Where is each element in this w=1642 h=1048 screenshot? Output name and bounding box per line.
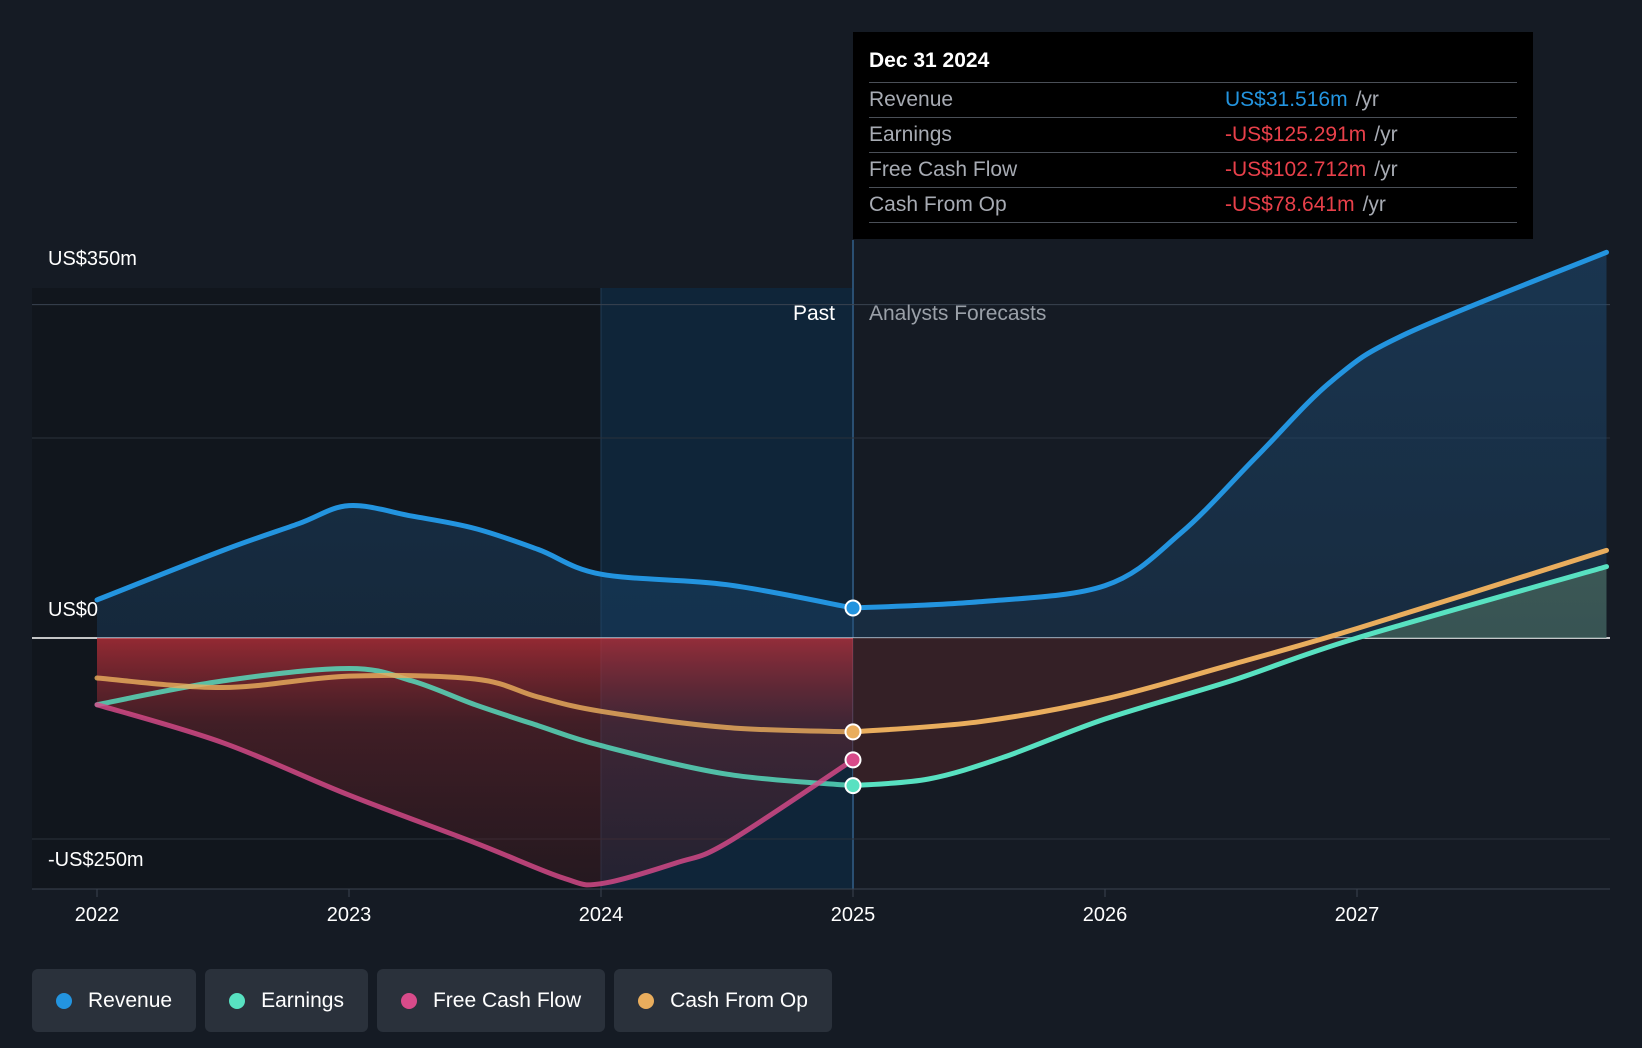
tooltip-row-value: -US$78.641m [1225, 193, 1355, 216]
tooltip-row-unit: /yr [1374, 123, 1398, 146]
legend-label: Free Cash Flow [432, 988, 582, 1012]
legend-item-earnings[interactable]: Earnings [205, 969, 368, 1032]
earnings-marker[interactable] [844, 777, 862, 795]
cash-from-op-marker[interactable] [844, 723, 862, 741]
revenue-forecast-line [850, 249, 1609, 611]
legend-item-free-cash-flow[interactable]: Free Cash Flow [376, 969, 606, 1032]
legend-dot-icon [56, 992, 72, 1009]
tooltip-row-name: Free Cash Flow [869, 158, 1018, 181]
tooltip-row: Free Cash Flow -US$102.712m/yr [869, 152, 1517, 187]
tooltip-row-name: Earnings [869, 123, 952, 146]
tooltip-row: Earnings -US$125.291m/yr [869, 117, 1517, 152]
cash-from-op-forecast-line [850, 547, 1609, 735]
tooltip-row-name: Revenue [869, 88, 954, 111]
forecast-label: Analysts Forecasts [869, 302, 1046, 325]
x-tick-label: 2026 [1083, 904, 1128, 926]
y-axis-label: US$0 [48, 599, 98, 621]
tooltip-row: Revenue US$31.516m/yr [869, 82, 1517, 117]
tooltip-row-value: -US$102.712m [1225, 158, 1367, 181]
x-tick-label: 2025 [831, 904, 876, 926]
revenue-past-line [94, 502, 856, 611]
negative-past-area [97, 638, 853, 885]
legend-dot-icon [400, 992, 417, 1009]
free-cash-flow-marker[interactable] [844, 751, 862, 769]
x-tick-label: 2022 [75, 904, 120, 926]
tooltip-panel: Dec 31 2024 Revenue US$31.516m/yr Earnings… [853, 32, 1533, 239]
legend-dot-icon [229, 992, 246, 1009]
legend-label: Revenue [88, 988, 173, 1012]
revenue-area [97, 252, 1607, 639]
x-tick-label: 2027 [1335, 904, 1380, 926]
x-tick-label: 2024 [579, 904, 624, 926]
earnings-past-line [94, 666, 856, 789]
free-cash-flow-past-line [94, 702, 856, 888]
legend-label: Earnings [261, 988, 344, 1012]
y-axis-label: US$350m [48, 248, 137, 270]
tooltip-row-unit: /yr [1374, 158, 1398, 181]
tooltip-row-name: Cash From Op [869, 193, 1007, 216]
x-tick-label: 2023 [327, 904, 372, 926]
legend-item-cash-from-op[interactable]: Cash From Op [614, 969, 832, 1032]
earnings-forecast-line [850, 564, 1609, 789]
legend-dot-icon [638, 992, 655, 1009]
legend-item-revenue[interactable]: Revenue [32, 969, 197, 1032]
y-axis-label: -US$250m [48, 849, 144, 871]
revenue-marker[interactable] [844, 599, 862, 617]
tooltip-row: Cash From Op -US$78.641m/yr [869, 187, 1517, 223]
legend: Revenue Earnings Free Cash Flow Cash From O… [32, 969, 832, 1032]
tooltip-row-unit: /yr [1355, 88, 1379, 111]
past-label: Past [793, 302, 835, 325]
negative-forecast-area [853, 638, 1607, 786]
tooltip-date: Dec 31 2024 [869, 49, 990, 72]
legend-label: Cash From Op [670, 988, 808, 1012]
tooltip-row-unit: /yr [1362, 193, 1386, 216]
tooltip-row-value: -US$125.291m [1225, 123, 1367, 146]
cash-from-op-past-line [94, 672, 856, 735]
tooltip-row-value: US$31.516m [1225, 88, 1348, 111]
